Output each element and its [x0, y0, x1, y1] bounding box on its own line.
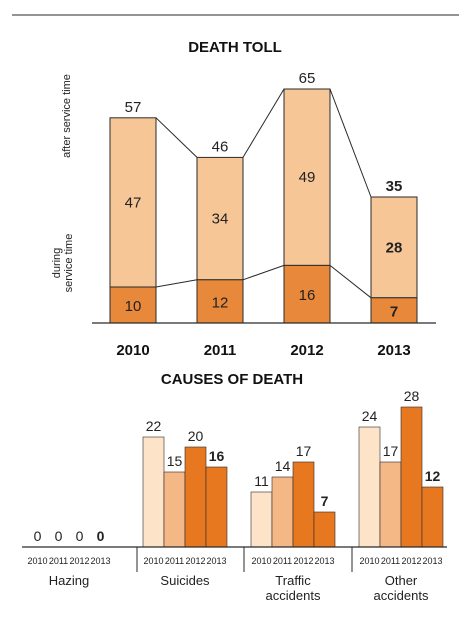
- cause-bar-other-accidents-2013: [421, 486, 444, 548]
- cause-group-label-0-0: Hazing: [49, 573, 89, 588]
- total-label-2010: 57: [125, 99, 142, 116]
- year-label-2011: 2011: [204, 342, 237, 359]
- cause-value-label: 22: [146, 418, 162, 434]
- cause-value-label: 15: [167, 453, 183, 469]
- cause-group-label-2-0: Traffic: [275, 573, 311, 588]
- cause-value-label: 28: [404, 388, 420, 404]
- top-connector-line: [329, 88, 372, 198]
- cause-year-tick: 2010: [143, 556, 163, 566]
- split-connector-line: [242, 264, 285, 281]
- cause-year-tick: 2010: [251, 556, 271, 566]
- cause-bar-traffic-accidents-2010: [250, 491, 273, 548]
- cause-bar-traffic-accidents-2012: [292, 461, 315, 548]
- year-label-2013: 2013: [377, 342, 410, 359]
- after-service-axis-label: after service time: [61, 74, 73, 158]
- cause-value-label: 7: [321, 493, 329, 509]
- cause-year-tick: 2012: [293, 556, 313, 566]
- cause-value-label: 0: [34, 528, 42, 544]
- cause-value-label: 16: [209, 448, 225, 464]
- cause-bar-suicides-2010: [142, 436, 165, 548]
- bar-after-service-2012: [283, 88, 331, 266]
- bar-during-service-2010: [109, 286, 157, 324]
- cause-year-tick: 2012: [185, 556, 205, 566]
- cause-bar-other-accidents-2011: [379, 461, 402, 548]
- cause-year-tick: 2012: [401, 556, 421, 566]
- after-value-label-2011: 34: [212, 211, 229, 228]
- cause-bar-suicides-2011: [163, 471, 186, 548]
- split-connector-line: [329, 265, 372, 299]
- after-value-label-2012: 49: [299, 169, 316, 186]
- bar-during-service-2013: [370, 297, 418, 324]
- after-value-label-2010: 47: [125, 194, 142, 211]
- causes-title: CAUSES OF DEATH: [161, 371, 303, 388]
- cause-year-tick: 2011: [381, 556, 400, 566]
- cause-value-label: 0: [97, 528, 105, 544]
- cause-value-label: 14: [275, 458, 291, 474]
- cause-year-tick: 2010: [27, 556, 47, 566]
- bar-during-service-2012: [283, 264, 331, 324]
- cause-group-label-3-1: accidents: [374, 588, 429, 603]
- during-value-label-2012: 16: [299, 287, 316, 304]
- total-label-2013: 35: [386, 178, 403, 195]
- cause-value-label: 12: [425, 468, 441, 484]
- cause-group-label-2-1: accidents: [266, 588, 321, 603]
- cause-year-tick: 2013: [314, 556, 334, 566]
- during-service-axis-label-line2: service time: [63, 234, 75, 293]
- total-label-2011: 46: [212, 138, 229, 155]
- cause-bar-suicides-2012: [184, 446, 207, 548]
- during-value-label-2013: 7: [390, 303, 398, 320]
- cause-bar-traffic-accidents-2011: [271, 476, 294, 548]
- death-toll-title: DEATH TOLL: [188, 39, 282, 56]
- year-label-2010: 2010: [116, 342, 149, 359]
- cause-bar-suicides-2013: [205, 466, 228, 548]
- top-connector-line: [242, 88, 285, 158]
- year-label-2012: 2012: [290, 342, 323, 359]
- during-value-label-2010: 10: [125, 298, 142, 315]
- cause-year-tick: 2013: [422, 556, 442, 566]
- cause-value-label: 11: [254, 473, 269, 489]
- total-label-2012: 65: [299, 70, 316, 87]
- cause-bar-traffic-accidents-2013: [313, 511, 336, 548]
- cause-bar-other-accidents-2012: [400, 406, 423, 548]
- cause-value-label: 20: [188, 428, 204, 444]
- cause-year-tick: 2011: [49, 556, 68, 566]
- cause-value-label: 24: [362, 408, 378, 424]
- bar-after-service-2013: [370, 196, 418, 299]
- split-connector-line: [155, 279, 198, 288]
- cause-value-label: 0: [76, 528, 84, 544]
- cause-bar-other-accidents-2010: [358, 426, 381, 548]
- cause-year-tick: 2010: [359, 556, 379, 566]
- cause-value-label: 0: [55, 528, 63, 544]
- during-service-axis-label-line1: during: [51, 248, 63, 279]
- cause-group-label-3-0: Other: [385, 573, 418, 588]
- cause-year-tick: 2011: [273, 556, 292, 566]
- top-connector-line: [155, 117, 198, 158]
- after-value-label-2013: 28: [386, 239, 403, 256]
- cause-year-tick: 2011: [165, 556, 184, 566]
- cause-value-label: 17: [383, 443, 399, 459]
- cause-value-label: 17: [296, 443, 312, 459]
- cause-group-label-1-0: Suicides: [160, 573, 210, 588]
- cause-year-tick: 2012: [69, 556, 89, 566]
- during-value-label-2011: 12: [212, 294, 229, 311]
- cause-year-tick: 2013: [206, 556, 226, 566]
- cause-year-tick: 2013: [90, 556, 110, 566]
